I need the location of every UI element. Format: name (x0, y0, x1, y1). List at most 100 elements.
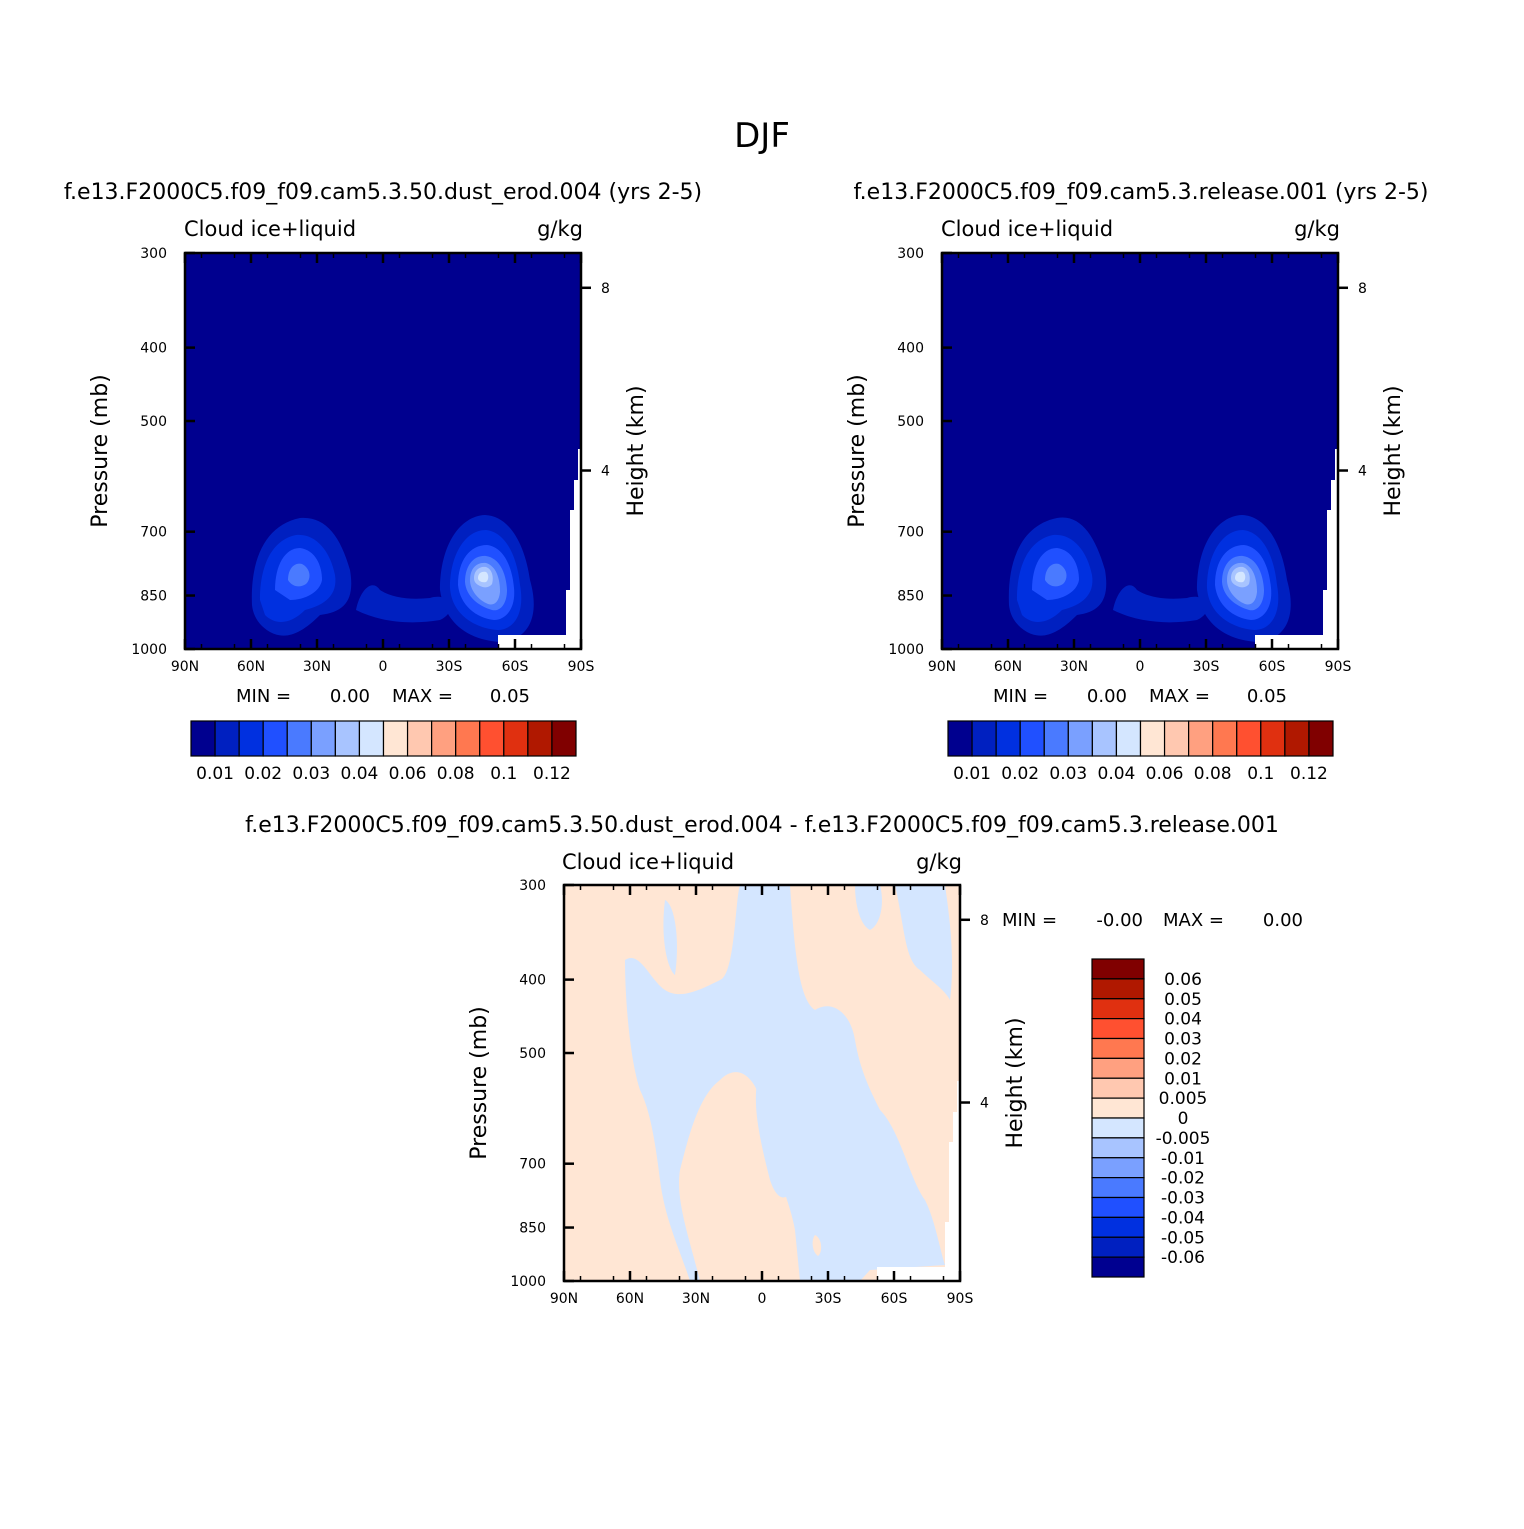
panel-diff-colorbar-swatch (1091, 1216, 1145, 1238)
panel-right-colorbar-swatch (1236, 720, 1262, 757)
panel-diff-colorbar-label: -0.01 (1161, 1149, 1205, 1169)
panel-right-tropics (1113, 585, 1208, 623)
panel-left-max-value: 0.05 (490, 686, 530, 707)
panel-diff-colorbar-swatch (1091, 1057, 1145, 1079)
panel-right-title: f.e13.F2000C5.f09_f09.cam5.3.release.001… (854, 180, 1429, 205)
panel-right-colorbar-swatch (1212, 720, 1238, 757)
panel-diff-colorbar-swatch (1091, 1236, 1145, 1258)
panel-diff: f.e13.F2000C5.f09_f09.cam5.3.50.dust_ero… (245, 813, 1303, 1307)
panel-left-colorbar: 0.01 0.02 0.03 0.04 0.06 0.08 0.1 0.12 (190, 720, 577, 784)
panel-right-colorbar-swatch (1019, 720, 1045, 757)
panel-diff-colorbar-label: -0.02 (1161, 1169, 1205, 1189)
panel-diff-colorbar-label: -0.03 (1161, 1189, 1205, 1209)
panel-right-colorbar-swatch (1163, 720, 1190, 757)
panel-diff-x-tick-label: 0 (758, 1291, 767, 1307)
panel-left-colorbar-label: 0.04 (341, 764, 379, 784)
panel-right-colorbar-label: 0.06 (1146, 764, 1184, 784)
panel-right-colorbar-swatch (947, 720, 973, 757)
panel-right-x-tick-label: 90N (928, 659, 956, 675)
panel-right: f.e13.F2000C5.f09_f09.cam5.3.release.001… (845, 180, 1428, 784)
panel-right-colorbar: 0.01 0.02 0.03 0.04 0.06 0.08 0.1 0.12 (947, 720, 1334, 784)
panel-left-colorbar-label: 0.06 (389, 764, 427, 784)
panel-left-colorbar-swatch (262, 720, 288, 757)
panel-left-colorbar-swatch (479, 720, 505, 757)
panel-right-y-tick-label: 500 (897, 414, 924, 430)
panel-diff-y2-tick-label: 8 (980, 913, 989, 929)
panel-left-colorbar-swatch (503, 720, 529, 757)
panel-left-units: g/kg (537, 217, 583, 241)
panel-diff-y-tick-label: 300 (519, 878, 546, 894)
panel-right-y-tick-label: 300 (897, 246, 924, 262)
panel-left-colorbar-label: 0.03 (292, 764, 330, 784)
panel-diff-variable: Cloud ice+liquid (562, 850, 734, 874)
panel-left-y-tick-label: 1000 (131, 642, 167, 658)
panel-left-title: f.e13.F2000C5.f09_f09.cam5.3.50.dust_ero… (64, 180, 702, 205)
panel-diff-colorbar-label: -0.05 (1161, 1228, 1205, 1248)
panel-right-x-tick-label: 30N (1060, 659, 1088, 675)
panel-right-blob-nh-4 (1045, 563, 1067, 587)
panel-diff-plot (564, 885, 960, 1281)
panel-diff-colorbar-label: 0.04 (1164, 1010, 1202, 1030)
panel-diff-colorbar-swatch (1091, 1018, 1145, 1040)
panel-diff-colorbar-label: 0.01 (1164, 1069, 1202, 1089)
panel-diff-colorbar-label: 0.05 (1164, 990, 1202, 1010)
panel-right-colorbar-swatch (1139, 720, 1166, 757)
panel-left-axes: 90N 60N 30N 0 30S 60S 90S 300 400 500 700 850 1000 8 4… (88, 246, 649, 675)
panel-diff-min-label: MIN = (1002, 910, 1057, 931)
main-title: DJF (734, 116, 790, 156)
panel-right-x-tick-label: 30S (1193, 659, 1220, 675)
panel-left-colorbar-label: 0.08 (437, 764, 475, 784)
panel-diff-colorbar-label: 0.06 (1164, 970, 1202, 990)
panel-right-y2-tick-label: 4 (1358, 464, 1367, 480)
panel-right-min-value: 0.00 (1087, 686, 1127, 707)
panel-diff-colorbar-swatch (1091, 1077, 1145, 1099)
panel-diff-x-tick-label: 90N (550, 1291, 578, 1307)
panel-left-y-tick-label: 700 (140, 525, 167, 541)
panel-diff-units: g/kg (916, 850, 962, 874)
panel-left-colorbar-swatch (334, 720, 361, 757)
panel-diff-y2-axis-title: Height (km) (1003, 1017, 1028, 1148)
panel-left-y2-tick-label: 4 (601, 464, 610, 480)
panel-left-colorbar-swatch (406, 720, 433, 757)
panel-left-colorbar-swatch (310, 720, 336, 757)
panel-right-y2-axis-title: Height (km) (1381, 385, 1406, 516)
panel-left-colorbar-swatch (214, 720, 240, 757)
panel-right-colorbar-label: 0.02 (1001, 764, 1039, 784)
panel-left-colorbar-swatch (527, 720, 553, 757)
panel-diff-y-tick-label: 1000 (510, 1274, 546, 1290)
panel-right-colorbar-swatch (1284, 720, 1310, 757)
panel-diff-colorbar-label: -0.04 (1161, 1208, 1205, 1228)
panel-diff-y-tick-label: 500 (519, 1046, 546, 1062)
panel-diff-colorbar-label: 0.03 (1164, 1030, 1202, 1050)
panel-diff-colorbar-swatch (1091, 1177, 1145, 1199)
panel-right-colorbar-label: 0.04 (1098, 764, 1136, 784)
panel-diff-y-tick-label: 850 (519, 1221, 546, 1237)
panel-right-colorbar-swatch (1043, 720, 1069, 757)
panel-left-colorbar-label: 0.01 (196, 764, 234, 784)
panel-right-colorbar-label: 0.01 (953, 764, 991, 784)
panel-diff-colorbar-swatch (1091, 978, 1145, 1000)
panel-diff-x-tick-label: 30N (682, 1291, 710, 1307)
panel-left-x-tick-label: 30N (303, 659, 331, 675)
panel-right-colorbar-swatch (1260, 720, 1286, 757)
panel-right-max-label: MAX = (1149, 686, 1210, 707)
panel-diff-colorbar-label: 0 (1178, 1109, 1189, 1129)
panel-right-y-axis-title: Pressure (mb) (845, 374, 870, 528)
panel-left-y2-tick-label: 8 (601, 281, 610, 297)
panel-right-x-tick-label: 90S (1325, 659, 1352, 675)
panel-left-x-tick-label: 90S (568, 659, 595, 675)
panel-left-y-tick-label: 400 (140, 341, 167, 357)
panel-diff-colorbar-swatch (1091, 1196, 1145, 1218)
panel-diff-x-tick-label: 60N (616, 1291, 644, 1307)
panel-diff-y-tick-label: 400 (519, 973, 546, 989)
panel-diff-colorbar-swatch (1091, 998, 1145, 1020)
panel-diff-colorbar-label: 0.02 (1164, 1049, 1202, 1069)
panel-left-colorbar-swatch (238, 720, 264, 757)
panel-diff-axes: 90N 60N 30N 0 30S 60S 90S 300 400 500 700 850 1000 8 4… (467, 878, 1028, 1307)
panel-left-colorbar-label: 0.02 (244, 764, 282, 784)
panel-right-x-tick-label: 60N (994, 659, 1022, 675)
panel-diff-positive-region-2 (812, 1235, 822, 1256)
panel-right-colorbar-swatch (1067, 720, 1093, 757)
panel-right-terrain-mask (1255, 449, 1338, 649)
